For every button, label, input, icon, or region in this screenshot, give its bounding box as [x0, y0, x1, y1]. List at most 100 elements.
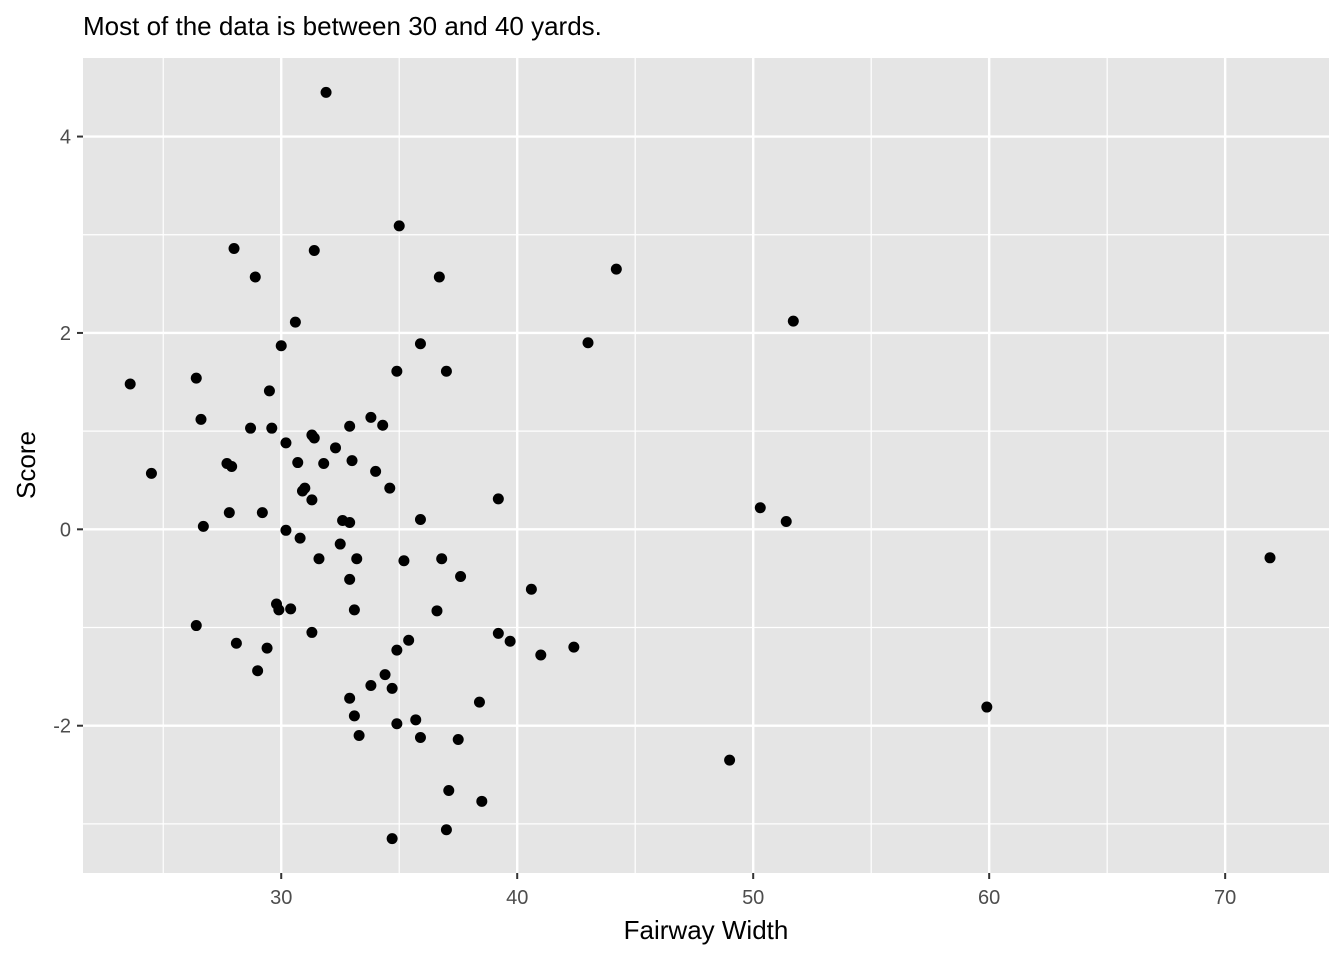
data-point	[228, 242, 240, 254]
y-tick-label: 2	[60, 323, 71, 345]
data-point	[320, 86, 332, 98]
x-tick-label: 40	[506, 887, 528, 909]
x-tick-label: 30	[270, 887, 292, 909]
data-point	[365, 679, 377, 691]
data-point	[285, 603, 297, 615]
data-point	[275, 340, 287, 352]
data-point	[289, 316, 301, 328]
data-point	[245, 422, 257, 434]
data-point	[344, 420, 356, 432]
chart-title: Most of the data is between 30 and 40 ya…	[83, 11, 602, 41]
data-point	[370, 465, 382, 477]
data-point	[473, 696, 485, 708]
y-tick-label: 4	[60, 127, 71, 149]
data-point	[535, 649, 547, 661]
data-point	[443, 785, 455, 797]
data-point	[1264, 552, 1276, 564]
data-point	[256, 507, 268, 519]
data-point	[410, 714, 422, 726]
data-point	[308, 244, 320, 256]
data-point	[252, 665, 264, 677]
data-point	[981, 701, 993, 713]
data-point	[249, 271, 261, 283]
data-point	[344, 516, 356, 528]
data-point	[230, 637, 242, 649]
data-point	[294, 532, 306, 544]
plot-panel	[83, 58, 1329, 873]
x-axis: 30 40 50 60 70	[270, 873, 1236, 909]
data-point	[313, 553, 325, 565]
data-point	[145, 467, 157, 479]
data-point	[263, 385, 275, 397]
data-point	[393, 220, 405, 232]
x-tick-label: 50	[742, 887, 764, 909]
data-point	[414, 338, 426, 350]
data-point	[344, 573, 356, 585]
data-point	[414, 514, 426, 526]
data-point	[306, 626, 318, 638]
data-point	[610, 263, 622, 275]
data-point	[348, 710, 360, 722]
data-point	[787, 315, 799, 327]
data-point	[403, 634, 415, 646]
data-point	[391, 718, 403, 730]
data-point	[306, 494, 318, 506]
data-point	[195, 413, 207, 425]
data-point	[433, 271, 445, 283]
data-point	[353, 730, 365, 742]
minor-gridlines	[83, 58, 1329, 873]
data-point	[280, 524, 292, 536]
data-point	[492, 493, 504, 505]
x-tick-label: 70	[1214, 887, 1236, 909]
y-axis: -2 0 2 4	[53, 127, 83, 738]
data-point	[440, 824, 452, 836]
data-point	[351, 553, 363, 565]
data-point	[190, 372, 202, 384]
data-point	[280, 437, 292, 449]
data-point	[492, 627, 504, 639]
y-axis-title: Score	[11, 431, 41, 499]
data-point	[379, 669, 391, 681]
data-point	[223, 507, 235, 519]
data-point	[582, 337, 594, 349]
data-point	[190, 620, 202, 632]
data-point	[452, 733, 464, 745]
data-point	[348, 604, 360, 616]
data-point	[124, 378, 136, 390]
data-point	[754, 502, 766, 514]
data-points	[124, 86, 1276, 845]
data-point	[384, 482, 396, 494]
major-gridlines	[83, 58, 1329, 873]
data-point	[386, 833, 398, 845]
data-point	[440, 365, 452, 377]
data-point	[414, 731, 426, 743]
data-point	[344, 692, 356, 704]
data-point	[724, 754, 736, 766]
data-point	[292, 457, 304, 469]
x-axis-title: Fairway Width	[624, 915, 789, 945]
data-point	[398, 555, 410, 567]
data-point	[308, 432, 320, 444]
data-point	[273, 604, 285, 616]
x-tick-label: 60	[978, 887, 1000, 909]
data-point	[386, 682, 398, 694]
data-point	[226, 460, 238, 472]
data-point	[197, 520, 209, 532]
data-point	[436, 553, 448, 565]
data-point	[377, 419, 389, 431]
data-point	[299, 482, 311, 494]
data-point	[504, 635, 516, 647]
y-tick-label: -2	[53, 716, 71, 738]
data-point	[525, 583, 537, 595]
data-point	[266, 422, 278, 434]
data-point	[780, 515, 792, 527]
data-point	[318, 458, 330, 470]
data-point	[568, 641, 580, 653]
data-point	[391, 365, 403, 377]
data-point	[455, 570, 467, 582]
data-point	[431, 605, 443, 617]
data-point	[261, 642, 273, 654]
data-point	[334, 538, 346, 550]
data-point	[365, 411, 377, 423]
